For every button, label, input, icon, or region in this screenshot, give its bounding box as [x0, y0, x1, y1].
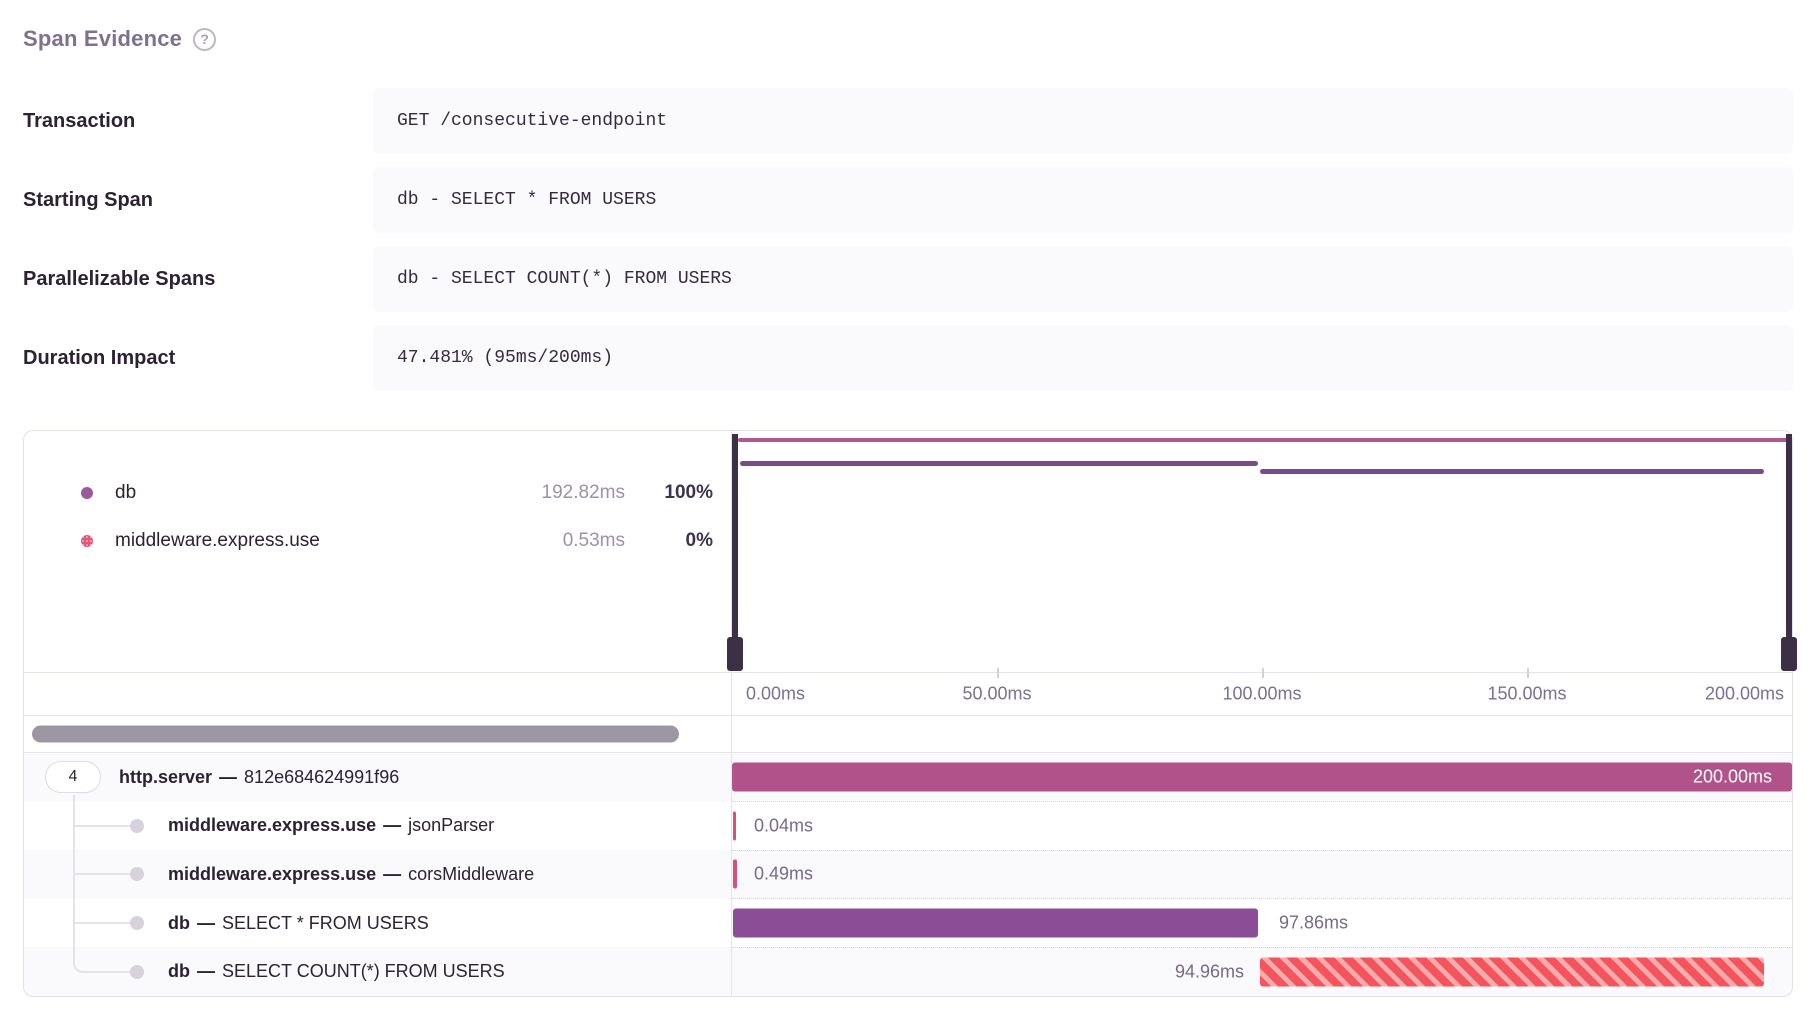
- span-row-http-server[interactable]: 4 http.server — 812e684624991f96: [24, 753, 731, 802]
- separator-dash: —: [197, 912, 215, 933]
- span-bar-row-db-select[interactable]: 97.86ms: [732, 898, 1792, 947]
- span-row-db-select-count[interactable]: db — SELECT COUNT(*) FROM USERS: [24, 947, 731, 996]
- field-row-transaction: Transaction GET /consecutive-endpoint: [23, 88, 1793, 154]
- span-count-badge[interactable]: 4: [45, 761, 101, 794]
- duration-label: 0.49ms: [754, 863, 814, 884]
- field-value: GET /consecutive-endpoint: [373, 88, 1793, 154]
- axis-tick-label: 150.00ms: [1487, 683, 1567, 704]
- separator-dash: —: [197, 961, 215, 982]
- span-description: 812e684624991f96: [244, 766, 400, 787]
- span-bar-row-cors-middleware[interactable]: 0.49ms: [732, 849, 1792, 899]
- legend-series-duration: 0.53ms: [562, 530, 625, 551]
- minimap-left-handle[interactable]: [732, 434, 738, 639]
- span-description: SELECT COUNT(*) FROM USERS: [222, 961, 505, 982]
- separator-dash: —: [383, 863, 402, 884]
- legend-item-db[interactable]: db 192.82ms 100%: [24, 469, 731, 517]
- span-description: jsonParser: [408, 815, 495, 836]
- duration-bar: [733, 859, 737, 889]
- field-row-parallelizable-spans: Parallelizable Spans db - SELECT COUNT(*…: [23, 246, 1793, 312]
- axis-tick-label: 100.00ms: [1222, 683, 1302, 704]
- span-bar-row-db-select-count[interactable]: 94.96ms: [732, 947, 1792, 996]
- field-row-duration-impact: Duration Impact 47.481% (95ms/200ms): [23, 325, 1793, 391]
- scrollbar-right-spacer: [731, 715, 1792, 753]
- span-bars: 200.00ms 0.04ms 0.49ms 97.86ms 94.96ms: [731, 753, 1792, 996]
- horizontal-scrollbar: [24, 715, 731, 753]
- span-description: corsMiddleware: [408, 863, 535, 884]
- legend-series-name: middleware.express.use: [115, 530, 320, 551]
- span-row-db-select[interactable]: db — SELECT * FROM USERS: [24, 899, 731, 948]
- field-row-starting-span: Starting Span db - SELECT * FROM USERS: [23, 167, 1793, 233]
- axis-tick-label: 200.00ms: [1704, 683, 1784, 704]
- series-color-dot: [81, 487, 93, 499]
- field-label: Transaction: [23, 109, 136, 132]
- axis-tick: [1527, 668, 1529, 678]
- separator-dash: —: [219, 766, 238, 787]
- span-tree: 4 http.server — 812e684624991f96 middlewar…: [24, 753, 731, 996]
- axis-left-spacer: [24, 672, 731, 715]
- legend-series-percent: 0%: [685, 530, 713, 551]
- duration-bar-striped: [1260, 957, 1764, 987]
- span-waterfall-panel: db 192.82ms 100% middleware.express.use …: [23, 430, 1797, 997]
- scrollbar-thumb[interactable]: [32, 725, 679, 743]
- span-op: middleware.express.use: [168, 815, 377, 836]
- legend-item-middleware[interactable]: middleware.express.use 0.53ms 0%: [24, 517, 731, 565]
- span-row-cors-middleware[interactable]: middleware.express.use — corsMiddleware: [24, 850, 731, 899]
- field-value: db - SELECT * FROM USERS: [373, 167, 1793, 233]
- field-value: 47.481% (95ms/200ms): [373, 325, 1793, 391]
- axis-tick-label: 0.00ms: [746, 683, 806, 704]
- duration-bar: [733, 908, 1258, 938]
- section-header: Span Evidence ?: [23, 26, 217, 52]
- legend: db 192.82ms 100% middleware.express.use …: [24, 431, 731, 672]
- span-bar-row-http-server[interactable]: 200.00ms: [732, 753, 1792, 801]
- duration-label: 94.96ms: [1174, 961, 1244, 982]
- span-op: db: [168, 961, 190, 982]
- field-label: Duration Impact: [23, 346, 176, 369]
- legend-series-duration: 192.82ms: [541, 482, 625, 503]
- separator-dash: —: [383, 815, 402, 836]
- evidence-fields: Transaction GET /consecutive-endpoint St…: [23, 88, 1793, 391]
- duration-label: 200.00ms: [1692, 766, 1772, 787]
- legend-series-name: db: [115, 482, 137, 503]
- minimap-span-line: [1260, 469, 1764, 474]
- minimap-left-handle-grip[interactable]: [727, 637, 743, 671]
- field-label: Starting Span: [23, 188, 154, 211]
- series-color-dot: [81, 535, 93, 547]
- axis-tick: [1262, 668, 1264, 678]
- field-label: Parallelizable Spans: [23, 267, 216, 290]
- span-op: http.server: [119, 766, 213, 787]
- axis-tick: [997, 668, 999, 678]
- minimap-right-handle[interactable]: [1786, 434, 1792, 639]
- span-description: SELECT * FROM USERS: [222, 912, 429, 933]
- duration-bar: 200.00ms: [732, 762, 1792, 792]
- minimap-chart[interactable]: [727, 431, 1797, 672]
- span-row-json-parser[interactable]: middleware.express.use — jsonParser: [24, 802, 731, 851]
- minimap-span-line: [740, 461, 1258, 466]
- duration-label: 0.04ms: [754, 815, 814, 836]
- page-title: Span Evidence: [23, 26, 183, 51]
- duration-bar: [733, 811, 736, 841]
- minimap-span-line: [738, 438, 1790, 442]
- minimap-right-handle-grip[interactable]: [1781, 637, 1797, 671]
- field-value: db - SELECT COUNT(*) FROM USERS: [373, 246, 1793, 312]
- span-op: middleware.express.use: [168, 863, 377, 884]
- duration-label: 97.86ms: [1279, 912, 1349, 933]
- axis-tick-label: 50.00ms: [962, 683, 1032, 704]
- span-bar-row-json-parser[interactable]: 0.04ms: [732, 800, 1792, 850]
- span-op: db: [168, 912, 190, 933]
- question-circle-icon[interactable]: ?: [193, 27, 217, 51]
- time-axis: 0.00ms 50.00ms 100.00ms 150.00ms 200.00m…: [731, 668, 1792, 715]
- legend-series-percent: 100%: [664, 482, 713, 503]
